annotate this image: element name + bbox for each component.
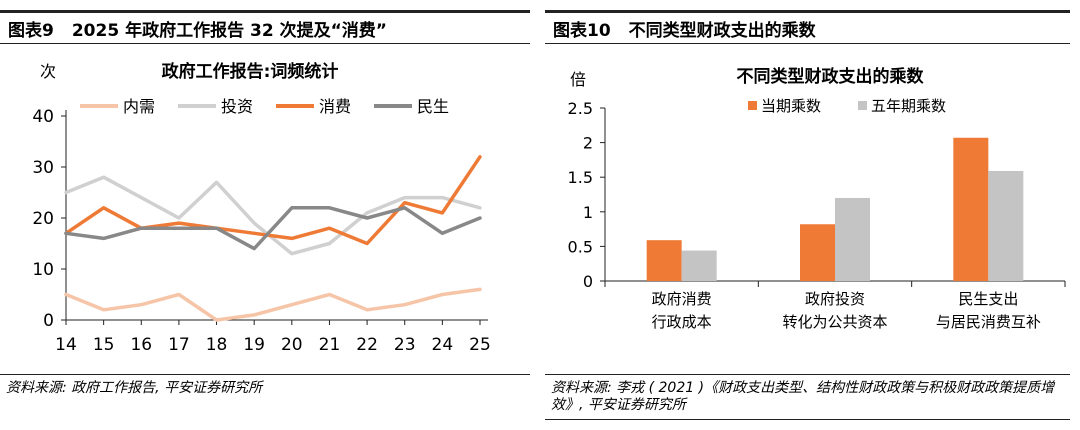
left-figure-label: 图表9 <box>8 20 54 41</box>
line-chart-x-tick-label: 23 <box>394 335 416 355</box>
bar-五年期乘数-1 <box>835 197 870 281</box>
line-chart-x-tick-label: 17 <box>168 335 190 355</box>
word-frequency-line-chart: 政府工作报告:词频统计 次 0 10 20 30 40 14 15 16 17 18 19 20 21 22 2… <box>32 61 491 355</box>
line-chart-x-tick-label: 18 <box>206 335 228 355</box>
bar-当期乘数-1 <box>800 224 835 281</box>
bar-chart-y-unit-label: 倍 <box>570 70 586 89</box>
bar-category-label: 民生支出 <box>958 290 1018 308</box>
legend-label-五年期乘数: 五年期乘数 <box>871 97 946 115</box>
line-chart-x-tick-label: 20 <box>281 335 303 355</box>
line-chart-x-tick-label: 21 <box>319 335 341 355</box>
line-chart-x-tick-label: 24 <box>432 335 454 355</box>
legend-swatch-当期乘数 <box>748 101 757 110</box>
line-chart-x-tick-label: 16 <box>130 335 152 355</box>
left-figure-title: 2025 年政府工作报告 32 次提及“消费” <box>71 20 387 41</box>
line-chart-y-tick-label: 0 <box>43 311 54 331</box>
line-chart-y-tick-label: 40 <box>32 107 54 127</box>
bar-category-label: 与居民消费互补 <box>936 313 1041 331</box>
line-chart-x-tick-label: 25 <box>469 335 491 355</box>
line-series-消费 <box>64 155 482 246</box>
bar-category-label: 转化为公共资本 <box>782 313 887 331</box>
bar-category-label: 行政成本 <box>652 313 712 331</box>
right-source-note: 资料来源: 李戎 ( 2021 )《财政支出类型、结构性财政政策与积极财政政策提… <box>545 374 1070 420</box>
bar-五年期乘数-0 <box>681 250 717 281</box>
line-chart-x-tick-label: 15 <box>93 335 115 355</box>
left-figure-panel: 图表9 2025 年政府工作报告 32 次提及“消费” 政府工作报告:词频统计 次… <box>0 0 530 430</box>
line-chart-x-tick-label: 14 <box>55 335 77 355</box>
bar-chart-title: 不同类型财政支出的乘数 <box>737 66 925 87</box>
bar-chart-y-tick-label: 2.5 <box>568 99 593 118</box>
right-figure-title: 不同类型财政支出的乘数 <box>628 20 816 41</box>
line-chart-y-tick-label: 20 <box>32 209 54 229</box>
bar-category-label: 政府消费 <box>652 290 712 308</box>
bar-category-label: 政府投资 <box>805 290 865 308</box>
legend-label-投资: 投资 <box>221 97 253 116</box>
left-figure-header: 图表9 2025 年政府工作报告 32 次提及“消费” <box>0 10 530 44</box>
legend-label-当期乘数: 当期乘数 <box>761 97 821 115</box>
line-chart-x-tick-label: 19 <box>243 335 265 355</box>
left-source-note: 资料来源: 政府工作报告, 平安证券研究所 <box>0 374 530 402</box>
bar-五年期乘数-2 <box>988 170 1024 281</box>
bar-当期乘数-0 <box>646 240 682 281</box>
right-figure-header: 图表10 不同类型财政支出的乘数 <box>545 10 1070 44</box>
legend-label-消费: 消费 <box>319 97 351 116</box>
line-chart-y-tick-label: 10 <box>32 260 54 280</box>
bar-当期乘数-2 <box>953 137 989 281</box>
line-series-内需 <box>64 287 482 322</box>
legend-swatch-五年期乘数 <box>858 101 867 110</box>
bar-chart-y-tick-label: 1.5 <box>568 168 593 187</box>
line-chart-y-unit-label: 次 <box>40 62 56 81</box>
bar-chart-y-tick-label: 1 <box>583 203 593 222</box>
bar-chart-y-tick-label: 2 <box>583 134 593 153</box>
legend-label-内需: 内需 <box>123 97 155 116</box>
line-chart-y-tick-label: 30 <box>32 158 54 178</box>
line-chart-x-tick-label: 22 <box>356 335 378 355</box>
line-chart-title: 政府工作报告:词频统计 <box>162 61 339 82</box>
right-figure-label: 图表10 <box>553 20 611 41</box>
legend-label-民生: 民生 <box>417 97 449 116</box>
line-series-民生 <box>64 206 482 251</box>
line-series-投资 <box>64 175 482 256</box>
right-figure-panel: 图表10 不同类型财政支出的乘数 不同类型财政支出的乘数倍 0 0.5 1 1.5 2 2.… <box>545 0 1070 430</box>
bar-chart-y-tick-label: 0.5 <box>568 237 593 256</box>
bar-chart-y-tick-label: 0 <box>583 272 593 291</box>
